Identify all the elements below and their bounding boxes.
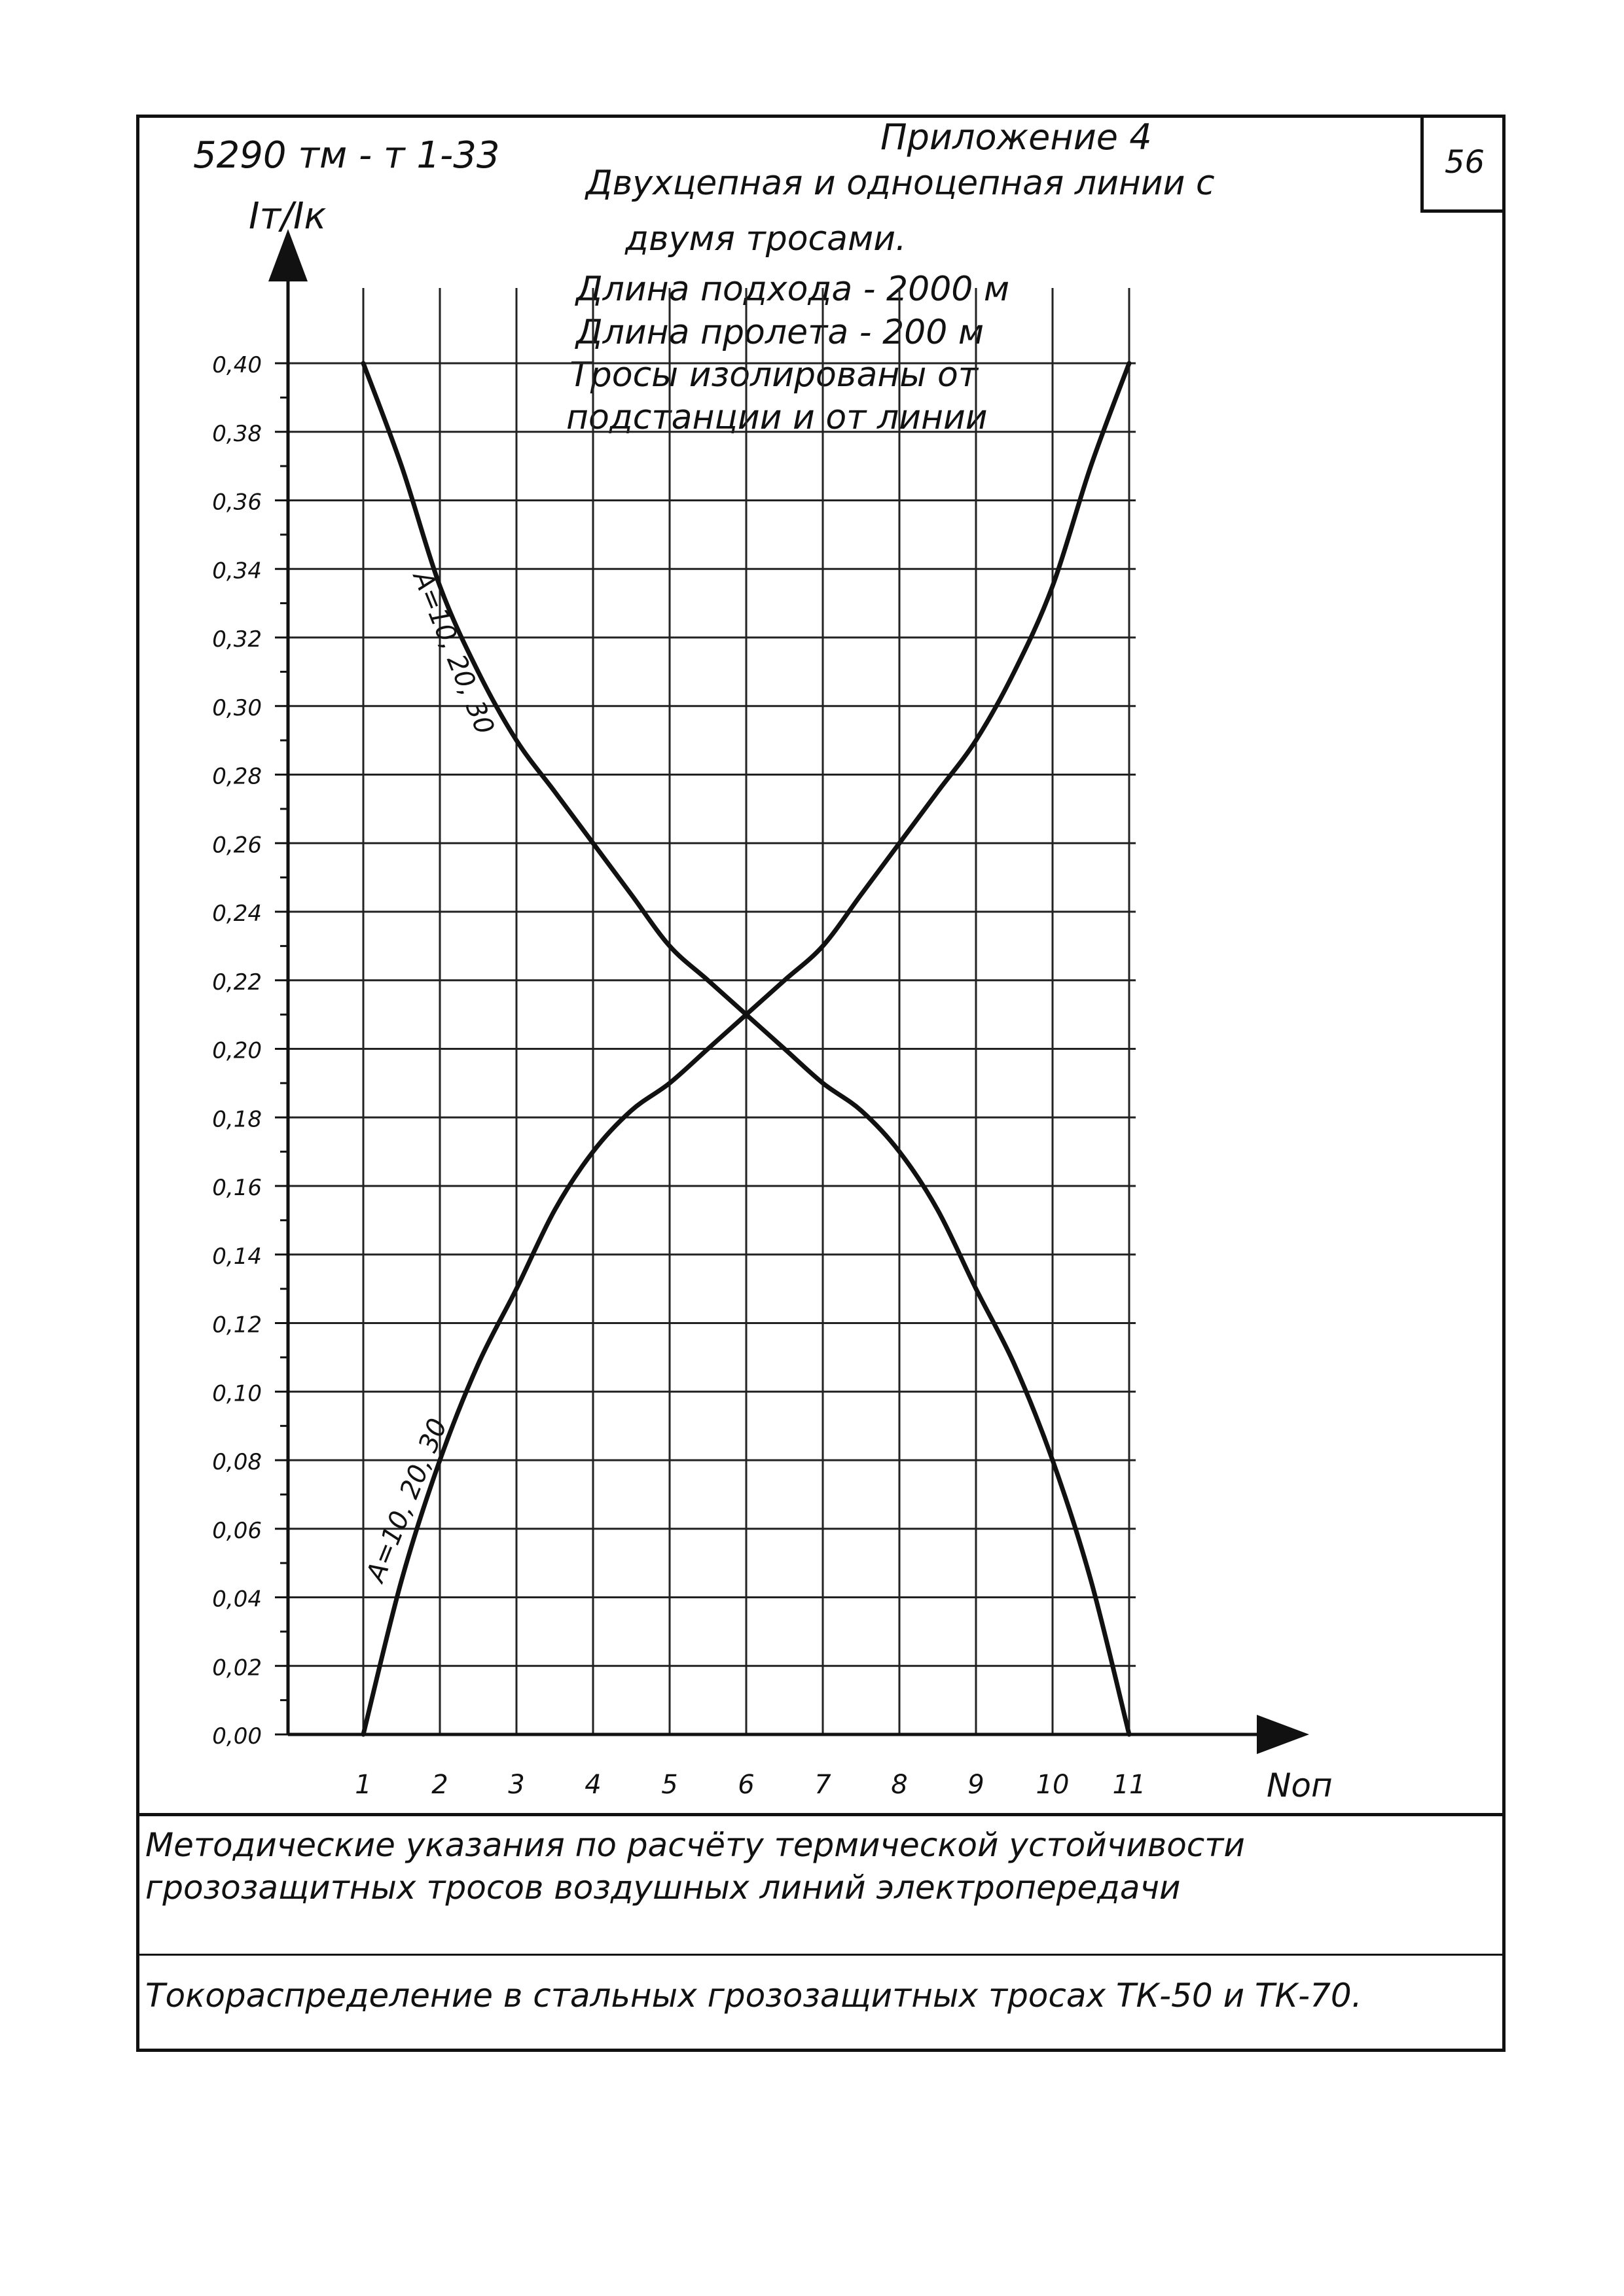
y-tick-label: 0,32 [212, 626, 262, 653]
y-tick-label: 0,38 [212, 421, 262, 447]
x-tick-label: 3 [508, 1770, 524, 1800]
y-tick-label: 0,36 [212, 490, 262, 516]
y-tick-label: 0,06 [212, 1518, 262, 1544]
footer-line-2: грозозащитных тросов воздушных линий эле… [145, 1869, 1181, 1907]
footer-line-3: Токораспределение в стальных грозозащитн… [145, 1977, 1362, 2015]
y-tick-label: 0,12 [212, 1312, 262, 1338]
y-tick-label: 0,24 [212, 901, 262, 927]
x-tick-label: 6 [738, 1770, 754, 1800]
y-tick-label: 0,30 [212, 695, 262, 721]
y-tick-label: 0,00 [212, 1723, 262, 1749]
x-tick-label: 5 [661, 1770, 677, 1800]
footer-separator [136, 1954, 1506, 1956]
x-tick-label: 9 [967, 1770, 984, 1800]
drawing-frame [136, 115, 1506, 2052]
y-tick-label: 0,14 [212, 1244, 262, 1270]
y-tick-label: 0,04 [212, 1587, 262, 1613]
y-tick-label: 0,26 [212, 832, 262, 858]
document-number: 5290 тм - т 1-33 [193, 134, 500, 177]
x-tick-label: 7 [814, 1770, 831, 1800]
y-tick-label: 0,16 [212, 1175, 262, 1201]
y-tick-label: 0,18 [212, 1106, 262, 1132]
x-tick-label: 4 [585, 1770, 601, 1800]
description-line-3: Длина подхода - 2000 м [576, 270, 1010, 309]
footer-divider [136, 1813, 1506, 1816]
x-tick-label: 2 [431, 1770, 448, 1800]
description-line-1: Двухцепная и одноцепная линии с [586, 164, 1215, 203]
footer-line-1: Методические указания по расчёту термиче… [145, 1826, 1245, 1864]
series-line-2 [361, 361, 1132, 1737]
series-line-1 [361, 361, 1132, 1737]
series-label-1: A=10, 20, 30 [406, 565, 500, 738]
y-tick-label: 0,10 [212, 1380, 262, 1407]
x-tick-label: 11 [1113, 1770, 1146, 1800]
x-axis-label: Nоп [1267, 1767, 1333, 1804]
description-line-4: Длина пролета - 200 м [576, 313, 984, 352]
y-tick-label: 0,20 [212, 1038, 262, 1064]
x-tick-label: 10 [1036, 1770, 1070, 1800]
y-tick-label: 0,08 [212, 1449, 262, 1475]
appendix-title: Приложение 4 [880, 117, 1152, 158]
x-tick-label: 8 [891, 1770, 907, 1800]
y-tick-label: 0,34 [212, 558, 262, 584]
y-tick-label: 0,40 [212, 352, 262, 378]
y-tick-label: 0,22 [212, 969, 262, 996]
description-line-2: двумя тросами. [625, 219, 907, 259]
description-line-5: Тросы изолированы от [569, 355, 979, 395]
page-number: 56 [1420, 115, 1506, 213]
y-tick-label: 0,28 [212, 764, 262, 790]
y-tick-label: 0,02 [212, 1655, 262, 1681]
description-line-6: подстанции и от линии [566, 398, 988, 437]
x-tick-label: 1 [355, 1770, 371, 1800]
